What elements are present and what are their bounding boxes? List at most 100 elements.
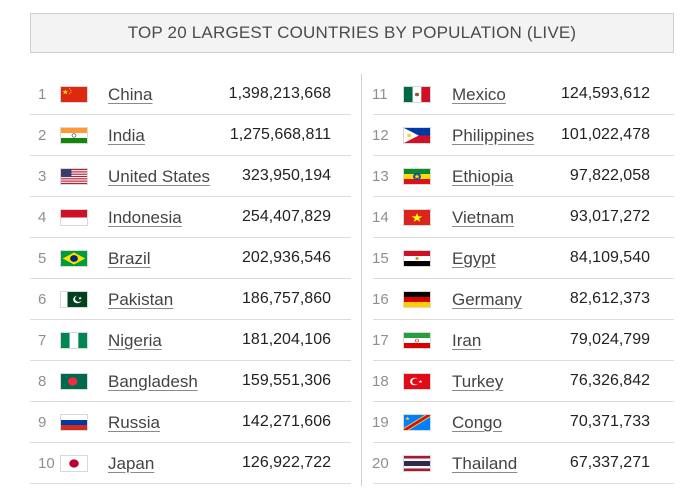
page-title: TOP 20 LARGEST COUNTRIES BY POPULATION (… <box>30 13 674 53</box>
united-states-flag <box>60 168 88 185</box>
country-link[interactable]: United States <box>108 167 211 186</box>
indonesia-flag <box>60 209 88 226</box>
philippines-flag <box>403 127 431 144</box>
page-title-text: TOP 20 LARGEST COUNTRIES BY POPULATION (… <box>127 23 577 42</box>
rank-number: 4 <box>38 209 47 226</box>
rank-number: 3 <box>38 168 47 185</box>
thailand-flag <box>403 455 431 472</box>
rank-number: 14 <box>372 209 389 226</box>
country-link[interactable]: Indonesia <box>108 208 182 227</box>
population-value: 101,022,478 <box>561 126 650 143</box>
country-link[interactable]: Turkey <box>452 372 504 391</box>
rank-number: 8 <box>38 373 47 390</box>
country-row: 10 Japan 126,922,722 <box>30 443 351 484</box>
population-value: 1,275,668,811 <box>229 126 331 143</box>
population-value: 97,822,058 <box>569 167 650 184</box>
population-value: 202,936,546 <box>242 249 331 266</box>
country-link[interactable]: Russia <box>108 413 160 432</box>
egypt-flag <box>403 250 431 267</box>
congo-flag <box>403 414 431 431</box>
population-value: 70,371,733 <box>569 413 650 430</box>
country-list-left: 1 China 1,398,213,668 2 India 1,275,668,… <box>30 74 351 486</box>
country-row: 7 Nigeria 181,204,106 <box>30 320 351 361</box>
country-row: 2 India 1,275,668,811 <box>30 115 351 156</box>
rank-number: 18 <box>372 373 389 390</box>
germany-flag <box>403 291 431 308</box>
pakistan-flag <box>60 291 88 308</box>
country-row: 3 United States 323,950,194 <box>30 156 351 197</box>
country-row: 18 Turkey 76,326,842 <box>372 361 674 402</box>
country-row: 20 Thailand 67,337,271 <box>372 443 674 484</box>
rank-number: 15 <box>372 250 389 267</box>
country-row: 6 Pakistan 186,757,860 <box>30 279 351 320</box>
country-link[interactable]: Bangladesh <box>108 372 198 391</box>
rank-number: 17 <box>372 332 389 349</box>
country-row: 4 Indonesia 254,407,829 <box>30 197 351 238</box>
country-row: 11 Mexico 124,593,612 <box>372 74 674 115</box>
population-value: 82,612,373 <box>569 290 650 307</box>
brazil-flag <box>60 250 88 267</box>
country-row: 1 China 1,398,213,668 <box>30 74 351 115</box>
population-value: 323,950,194 <box>242 167 331 184</box>
country-link[interactable]: Japan <box>108 454 155 473</box>
country-link[interactable]: China <box>108 85 153 104</box>
country-link[interactable]: India <box>108 126 145 145</box>
country-link[interactable]: Nigeria <box>108 331 162 350</box>
rank-number: 19 <box>372 414 389 431</box>
vietnam-flag <box>403 209 431 226</box>
country-link[interactable]: Iran <box>452 331 482 350</box>
population-value: 126,922,722 <box>242 454 331 471</box>
country-row: 13 Ethiopia 97,822,058 <box>372 156 674 197</box>
ethiopia-flag <box>403 168 431 185</box>
country-link[interactable]: Vietnam <box>452 208 515 227</box>
country-row: 12 Philippines 101,022,478 <box>372 115 674 156</box>
rank-number: 11 <box>372 86 388 103</box>
bangladesh-flag <box>60 373 88 390</box>
population-value: 254,407,829 <box>242 208 331 225</box>
rank-number: 5 <box>38 250 47 267</box>
rank-number: 9 <box>38 414 47 431</box>
population-value: 67,337,271 <box>569 454 650 471</box>
iran-flag <box>403 332 431 349</box>
population-value: 142,271,606 <box>242 413 331 430</box>
japan-flag <box>60 455 88 472</box>
population-value: 93,017,272 <box>569 208 650 225</box>
country-row: 8 Bangladesh 159,551,306 <box>30 361 351 402</box>
country-row: 19 Congo 70,371,733 <box>372 402 674 443</box>
china-flag <box>60 86 88 103</box>
country-link[interactable]: Brazil <box>108 249 151 268</box>
population-value: 124,593,612 <box>561 85 650 102</box>
rank-number: 16 <box>372 291 389 308</box>
nigeria-flag <box>60 332 88 349</box>
russia-flag <box>60 414 88 431</box>
country-row: 16 Germany 82,612,373 <box>372 279 674 320</box>
population-value: 1,398,213,668 <box>228 85 331 102</box>
rank-number: 2 <box>38 127 47 144</box>
population-value: 186,757,860 <box>242 290 331 307</box>
column-divider <box>361 74 362 486</box>
population-value: 159,551,306 <box>242 372 331 389</box>
country-row: 17 Iran 79,024,799 <box>372 320 674 361</box>
country-row: 15 Egypt 84,109,540 <box>372 238 674 279</box>
population-value: 181,204,106 <box>242 331 331 348</box>
country-link[interactable]: Egypt <box>452 249 496 268</box>
rank-number: 20 <box>372 455 389 472</box>
rank-number: 10 <box>38 455 55 472</box>
country-link[interactable]: Philippines <box>452 126 535 145</box>
population-value: 79,024,799 <box>569 331 650 348</box>
country-link[interactable]: Mexico <box>452 85 506 104</box>
country-link[interactable]: Pakistan <box>108 290 174 309</box>
country-link[interactable]: Thailand <box>452 454 518 473</box>
country-link[interactable]: Ethiopia <box>452 167 514 186</box>
country-link[interactable]: Congo <box>452 413 503 432</box>
country-row: 14 Vietnam 93,017,272 <box>372 197 674 238</box>
rank-number: 6 <box>38 291 47 308</box>
country-link[interactable]: Germany <box>452 290 522 309</box>
rank-number: 1 <box>38 86 47 103</box>
population-value: 76,326,842 <box>569 372 650 389</box>
india-flag <box>60 127 88 144</box>
rank-number: 7 <box>38 332 47 349</box>
country-row: 5 Brazil 202,936,546 <box>30 238 351 279</box>
turkey-flag <box>403 373 431 390</box>
country-row: 9 Russia 142,271,606 <box>30 402 351 443</box>
